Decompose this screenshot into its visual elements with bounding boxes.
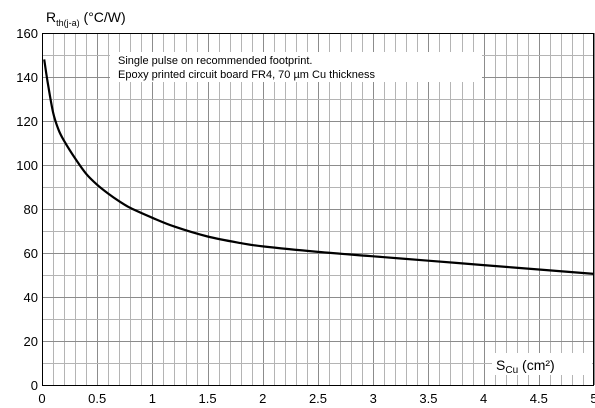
y-tick-label: 40 xyxy=(24,290,38,305)
x-tick-label: 1 xyxy=(149,391,156,406)
tick-labels: 0 0.5 1 1.5 2 2.5 3 3.5 4 4.5 5 0 20 40 60 80 100 120 140 1… xyxy=(16,26,595,406)
x-tick-label: 1.5 xyxy=(199,391,217,406)
y-tick-label: 20 xyxy=(24,334,38,349)
x-axis-label-background xyxy=(492,353,592,375)
x-tick-label: 0.5 xyxy=(88,391,106,406)
series-layer xyxy=(43,59,595,275)
y-tick-label: 140 xyxy=(16,70,38,85)
y-tick-label: 100 xyxy=(16,158,38,173)
x-tick-label: 3 xyxy=(370,391,377,406)
x-tick-label: 5 xyxy=(590,391,595,406)
grid-lines xyxy=(42,33,595,386)
y-tick-label: 120 xyxy=(16,114,38,129)
plot-frame xyxy=(42,33,594,386)
annotation: Single pulse on recommended footprint. E… xyxy=(110,52,482,82)
x-tick-label: 4 xyxy=(480,391,487,406)
y-axis-label-unit: (°C/W) xyxy=(80,9,126,25)
x-tick-label: 2 xyxy=(259,391,266,406)
y-axis-label: Rth(j-a) (°C/W) xyxy=(46,9,126,28)
y-tick-label: 160 xyxy=(16,26,38,41)
series-line xyxy=(43,59,595,275)
x-tick-label: 2.5 xyxy=(309,391,327,406)
x-axis-label: SCu (cm²) xyxy=(496,357,555,376)
y-tick-label: 60 xyxy=(24,246,38,261)
x-tick-label: 3.5 xyxy=(419,391,437,406)
x-tick-label: 4.5 xyxy=(530,391,548,406)
x-tick-label: 0 xyxy=(38,391,45,406)
x-axis-label-subscript: Cu xyxy=(505,365,518,376)
y-axis-label-subscript: th(j-a) xyxy=(56,18,80,28)
annotation-box xyxy=(110,52,482,82)
annotation-line-1: Single pulse on recommended footprint. xyxy=(118,55,312,67)
x-axis-label-unit: (cm²) xyxy=(518,357,555,373)
y-tick-label: 0 xyxy=(31,378,38,393)
annotation-line-2: Epoxy printed circuit board FR4, 70 µm C… xyxy=(118,69,376,81)
y-tick-label: 80 xyxy=(24,202,38,217)
